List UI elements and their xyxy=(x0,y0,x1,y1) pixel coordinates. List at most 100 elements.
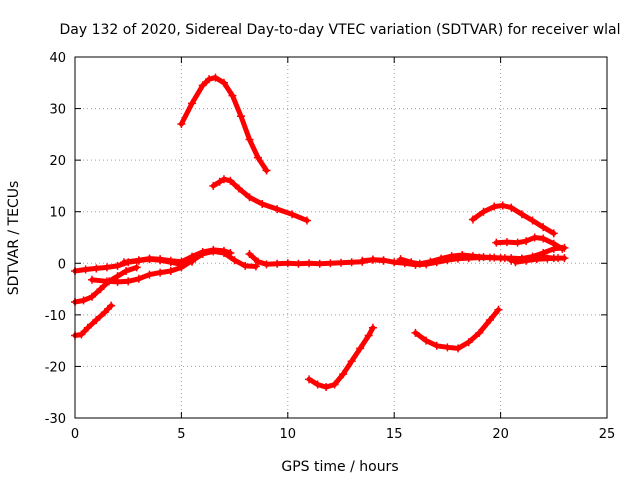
data-point xyxy=(245,135,254,144)
data-point xyxy=(396,255,405,264)
data-point xyxy=(156,268,165,277)
data-point xyxy=(198,81,207,90)
data-point xyxy=(356,344,365,353)
data-point xyxy=(156,255,165,264)
data-point xyxy=(532,255,541,264)
series-arc-5 xyxy=(71,255,197,276)
data-point xyxy=(219,175,228,184)
y-tick-label: 30 xyxy=(49,103,66,118)
data-point xyxy=(166,267,175,276)
series-arc-14 xyxy=(411,305,503,353)
y-tick-label: 10 xyxy=(49,206,66,221)
series-arc-12 xyxy=(511,254,569,267)
data-point xyxy=(245,193,254,202)
data-point xyxy=(330,380,339,389)
series-arc-7 xyxy=(119,245,235,267)
data-point xyxy=(407,258,416,267)
data-point xyxy=(368,255,377,264)
data-point xyxy=(254,257,263,266)
data-point xyxy=(113,261,122,270)
data-point xyxy=(322,383,331,392)
data-point xyxy=(337,258,345,267)
y-tick-label: 0 xyxy=(58,257,66,272)
data-point xyxy=(479,253,488,262)
data-point xyxy=(262,166,271,175)
data-point xyxy=(426,257,435,266)
series-arc-1 xyxy=(177,73,271,175)
data-point xyxy=(124,277,133,286)
data-point xyxy=(498,201,507,210)
data-point xyxy=(302,216,311,225)
data-point xyxy=(236,112,245,121)
y-tick-label: -10 xyxy=(45,309,66,324)
data-point xyxy=(113,277,122,286)
x-tick-label: 5 xyxy=(177,427,185,442)
data-point xyxy=(254,153,263,162)
data-point xyxy=(305,259,314,268)
data-point xyxy=(479,207,488,216)
data-point xyxy=(517,210,526,219)
data-point xyxy=(475,328,484,337)
data-point xyxy=(558,244,567,253)
data-point xyxy=(447,252,456,261)
data-point xyxy=(468,215,477,224)
data-point xyxy=(100,308,109,317)
data-point xyxy=(500,254,509,263)
data-point xyxy=(77,330,86,339)
data-point xyxy=(177,257,186,266)
x-tick-labels: 0 5 10 15 20 25 xyxy=(71,427,615,442)
series-line xyxy=(306,325,376,390)
series-arc-3 xyxy=(71,301,116,340)
series-line xyxy=(210,176,310,223)
data-point xyxy=(513,238,522,247)
x-tick-label: 25 xyxy=(599,427,616,442)
data-point xyxy=(226,248,235,257)
data-point xyxy=(549,239,558,248)
series-arc-16 xyxy=(492,233,567,253)
data-point xyxy=(251,262,260,271)
x-tick-label: 15 xyxy=(386,427,403,442)
data-point xyxy=(241,261,250,270)
data-point xyxy=(339,370,348,379)
data-point xyxy=(234,184,243,193)
data-point xyxy=(464,338,473,347)
y-tick-label: -20 xyxy=(45,360,66,375)
data-point xyxy=(92,264,101,273)
data-point xyxy=(390,258,399,267)
data-point xyxy=(262,260,271,269)
data-point xyxy=(468,252,477,261)
data-point xyxy=(219,78,228,87)
data-point xyxy=(522,237,531,246)
series-arc-10 xyxy=(396,251,509,268)
y-tick-label: 20 xyxy=(49,154,66,169)
data-point xyxy=(209,245,218,254)
series-line xyxy=(89,248,259,285)
data-point xyxy=(294,259,303,268)
data-point xyxy=(177,120,186,129)
x-tick-label: 10 xyxy=(280,427,297,442)
data-point xyxy=(560,254,569,263)
data-point xyxy=(326,259,335,268)
y-tick-label: -30 xyxy=(45,412,66,427)
data-point xyxy=(215,177,224,186)
data-point xyxy=(81,265,90,274)
data-point xyxy=(539,223,548,232)
data-point xyxy=(288,210,297,219)
data-point xyxy=(166,256,175,265)
data-point xyxy=(315,259,324,268)
data-point xyxy=(347,258,356,267)
data-point xyxy=(273,259,282,268)
data-point xyxy=(507,203,516,212)
data-point xyxy=(88,292,97,301)
data-point xyxy=(432,341,441,350)
x-axis-label: GPS time / hours xyxy=(281,459,398,475)
data-point xyxy=(79,296,88,305)
data-point xyxy=(134,256,143,265)
data-point xyxy=(549,229,558,238)
data-point xyxy=(122,267,131,276)
data-point xyxy=(543,254,552,263)
axis-ticks xyxy=(74,56,608,419)
data-point xyxy=(522,256,531,265)
chart-title: Day 132 of 2020, Sidereal Day-to-day VTE… xyxy=(59,22,620,38)
data-point xyxy=(358,256,367,265)
